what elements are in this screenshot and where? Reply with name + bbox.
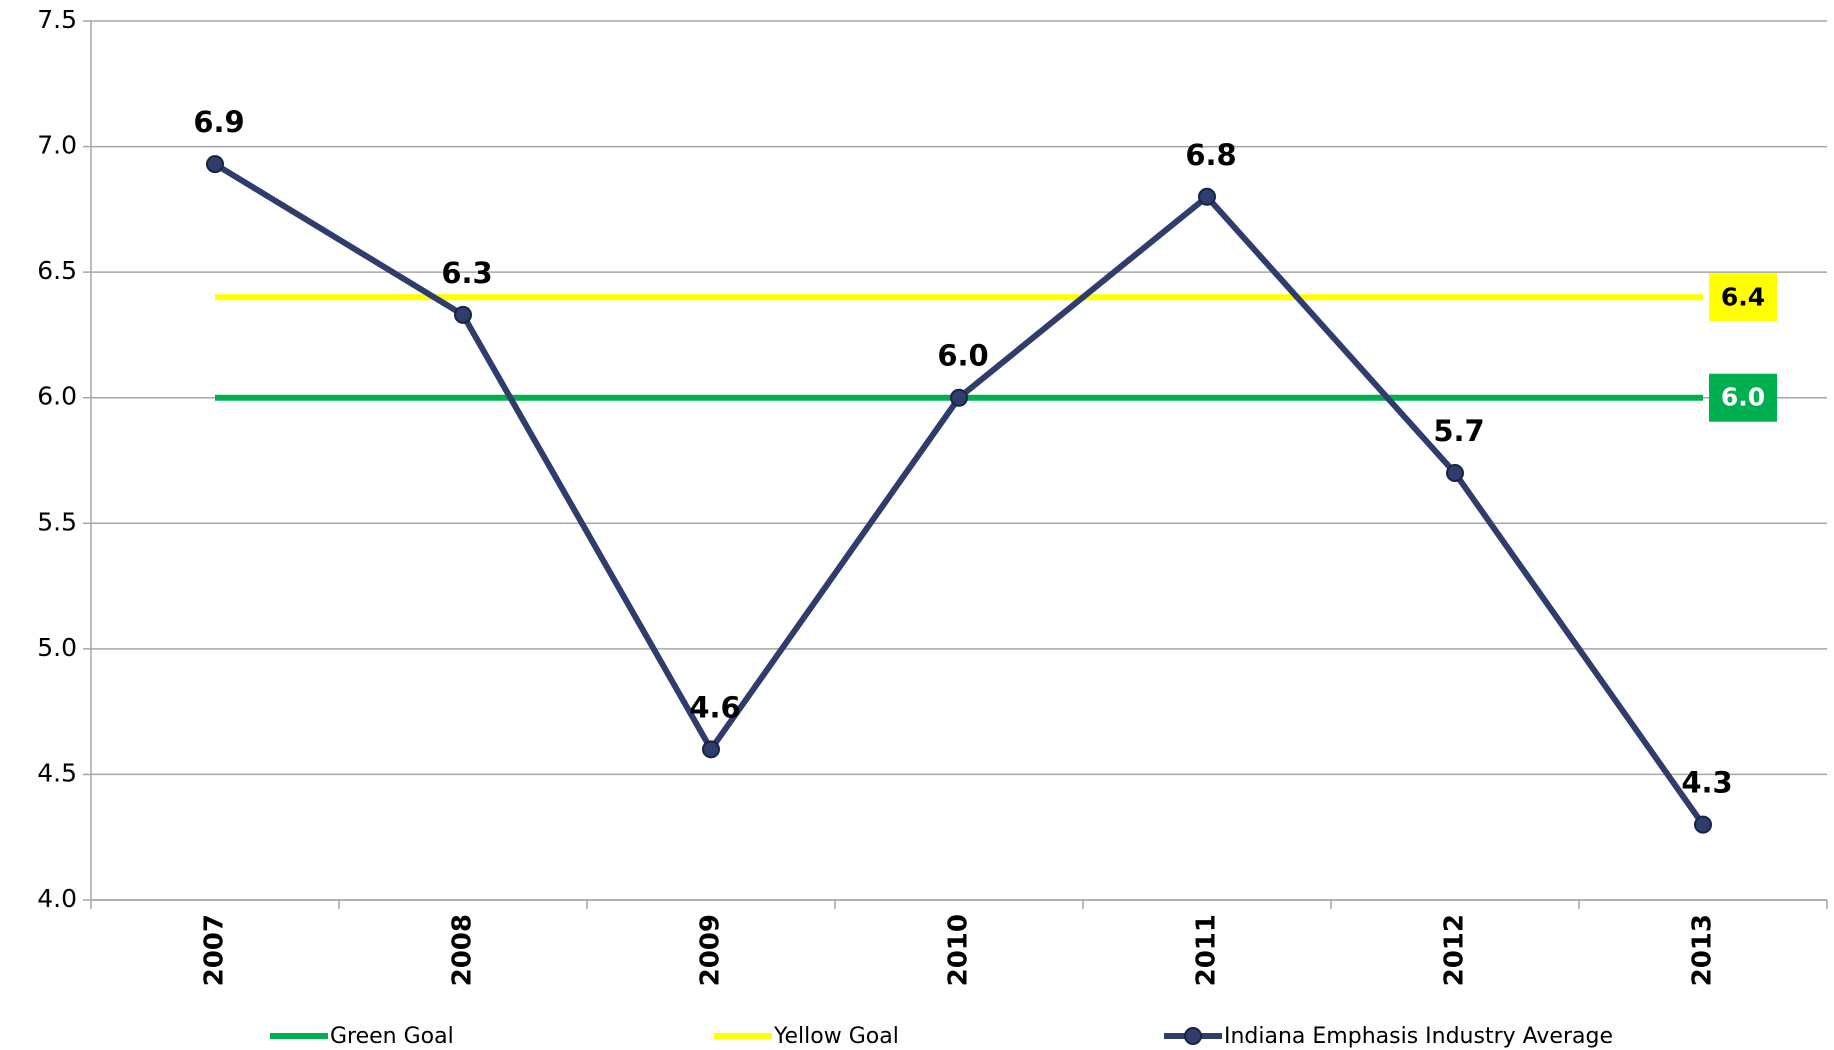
legend-label: Yellow Goal: [773, 1024, 899, 1049]
data-point: [206, 155, 224, 174]
legend-label: Indiana Emphasis Industry Average: [1224, 1024, 1613, 1049]
x-tick-label: 2009: [696, 914, 726, 986]
x-tick-label: 2007: [200, 914, 230, 986]
x-tick-label: 2012: [1440, 914, 1470, 986]
legend-marker: [1184, 1027, 1202, 1045]
x-tick-label: 2013: [1688, 914, 1718, 986]
data-label: 4.3: [1681, 766, 1732, 800]
legend-label: Green Goal: [330, 1024, 454, 1049]
data-label: 4.6: [689, 690, 740, 724]
data-point: [950, 388, 968, 407]
data-point: [454, 305, 472, 324]
x-tick-label: 2010: [944, 914, 974, 986]
data-label: 6.8: [1185, 138, 1236, 172]
data-label: 5.7: [1433, 414, 1484, 448]
y-tick-label: 7.0: [37, 131, 77, 160]
data-label-box: [1709, 373, 1777, 422]
x-tick-label: 2011: [1192, 914, 1222, 986]
data-point: [702, 740, 720, 759]
data-label-box: [1709, 273, 1777, 322]
data-label: 6.4: [1721, 282, 1765, 311]
data-point: [1446, 464, 1464, 483]
x-tick-label: 2008: [448, 914, 478, 986]
y-tick-label: 4.5: [37, 758, 77, 787]
y-tick-label: 6.0: [37, 382, 77, 411]
y-tick-label: 5.0: [37, 633, 77, 662]
data-point: [1198, 187, 1216, 206]
data-label: 6.0: [1721, 383, 1765, 412]
data-label: 6.0: [937, 339, 988, 373]
data-point: [1694, 815, 1712, 834]
data-label: 6.3: [441, 256, 492, 290]
y-tick-label: 6.5: [37, 256, 77, 285]
y-tick-label: 4.0: [37, 884, 77, 913]
series-line: [213, 161, 1706, 827]
data-label: 6.9: [193, 105, 244, 139]
y-tick-label: 5.5: [37, 507, 77, 536]
y-tick-label: 7.5: [37, 5, 77, 34]
